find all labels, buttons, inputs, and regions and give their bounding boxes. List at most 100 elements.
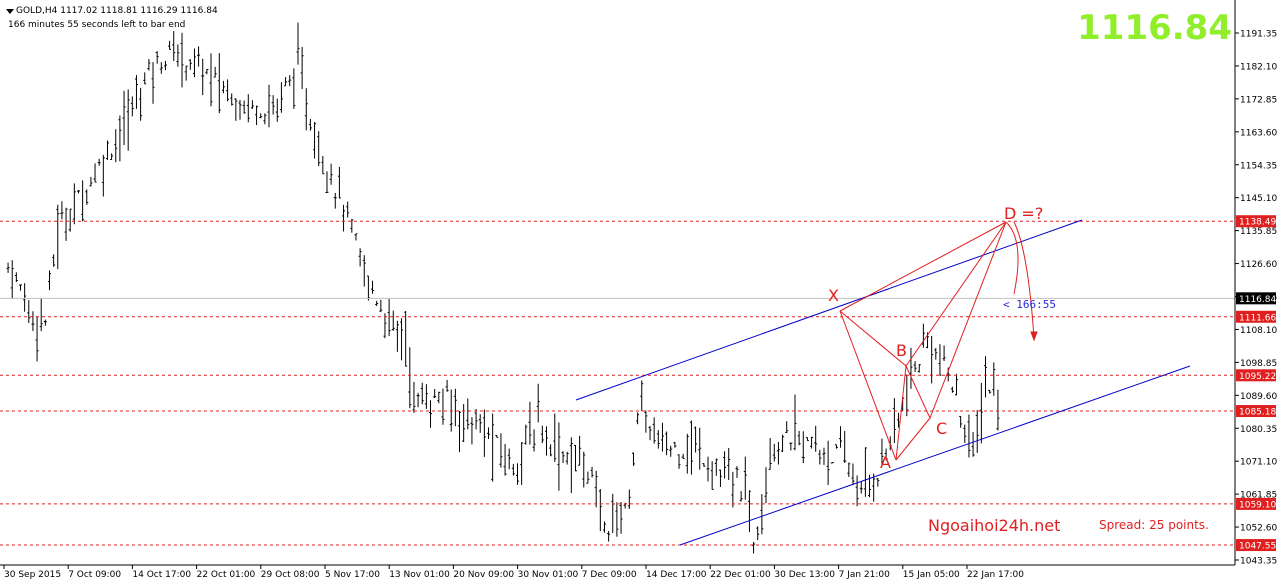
x-tick-label: 20 Nov 09:00 xyxy=(453,570,514,580)
bar-countdown: < 166:55 xyxy=(1003,298,1056,311)
level-tag-label: 1059.10 xyxy=(1239,500,1276,510)
ohlc-bar xyxy=(151,62,155,104)
ohlc-bar xyxy=(689,420,693,475)
ohlc-bar xyxy=(197,46,201,67)
ohlc-bar xyxy=(598,489,602,532)
ohlc-bar xyxy=(474,409,478,430)
ohlc-bar xyxy=(656,430,660,449)
ohlc-bar xyxy=(718,469,722,487)
level-tag xyxy=(1236,405,1276,418)
ohlc-bar xyxy=(155,51,159,64)
pattern-xd-line xyxy=(839,221,1007,312)
y-tick-label: 1052.60 xyxy=(1240,524,1277,534)
y-tick-label: 1154.35 xyxy=(1240,161,1277,171)
ohlc-bar xyxy=(209,53,213,107)
ohlc-bar xyxy=(114,129,118,163)
level-tag-label: 1047.55 xyxy=(1239,542,1276,552)
ohlc-bar xyxy=(830,462,834,464)
ohlc-bar xyxy=(872,473,876,502)
ohlc-bar xyxy=(139,87,143,121)
collapse-arrow-icon[interactable] xyxy=(6,9,14,14)
ohlc-bar xyxy=(586,471,590,484)
x-tick-label: 7 Jan 21:00 xyxy=(839,570,891,580)
ohlc-bar xyxy=(822,447,826,465)
ohlc-bar xyxy=(105,140,109,161)
ohlc-bar xyxy=(781,434,785,453)
ohlc-bar xyxy=(992,362,996,396)
level-tag-label: 1085.18 xyxy=(1239,408,1276,418)
ohlc-bar xyxy=(611,493,615,534)
ohlc-bar xyxy=(462,404,466,443)
y-tick-label: 1191.35 xyxy=(1240,30,1277,40)
ohlc-bar xyxy=(776,442,780,465)
ohlc-bar xyxy=(702,463,706,467)
level-tag xyxy=(1236,539,1276,552)
ohlc-bar xyxy=(694,426,698,453)
ohlc-bar xyxy=(984,356,988,398)
ohlc-bar xyxy=(97,158,101,166)
ohlc-bar xyxy=(250,100,254,109)
x-tick-label: 7 Dec 09:00 xyxy=(582,570,637,580)
ohlc-bar xyxy=(6,262,10,273)
projection-arrow-1 xyxy=(1005,221,1019,295)
ohlc-bar xyxy=(130,96,134,117)
ohlc-bar xyxy=(727,447,731,480)
y-tick-label: 1163.60 xyxy=(1240,128,1277,138)
ohlc-bar xyxy=(221,80,225,94)
ohlc-bar xyxy=(569,437,573,494)
ohlc-bar xyxy=(238,99,242,120)
ohlc-bar xyxy=(839,426,843,448)
ohlc-bars xyxy=(6,22,1000,554)
ohlc-bar xyxy=(917,364,921,373)
ohlc-bar xyxy=(60,201,64,220)
ohlc-bar xyxy=(528,401,532,445)
ohlc-bar xyxy=(979,382,983,444)
ohlc-bar xyxy=(710,461,714,490)
ohlc-bar xyxy=(68,208,72,232)
pattern-bd-line xyxy=(905,221,1007,367)
ohlc-bar xyxy=(118,115,122,162)
price-channel xyxy=(575,219,1191,546)
ohlc-bar xyxy=(909,347,913,389)
y-tick-label: 1126.60 xyxy=(1240,260,1277,270)
x-tick-label: 14 Oct 17:00 xyxy=(132,570,191,580)
ohlc-bar xyxy=(143,72,147,85)
ohlc-bar xyxy=(648,425,652,441)
ohlc-bar xyxy=(797,430,801,446)
ohlc-bar xyxy=(18,284,22,291)
ohlc-bar xyxy=(134,75,138,109)
ohlc-bar xyxy=(511,463,515,476)
ohlc-bar xyxy=(400,318,404,361)
ohlc-bar xyxy=(590,466,594,478)
ohlc-bar xyxy=(35,316,39,362)
ohlc-bar xyxy=(64,207,68,241)
ohlc-bar xyxy=(259,113,263,119)
y-tick-label: 1172.85 xyxy=(1240,95,1277,105)
ohlc-bar xyxy=(350,218,354,233)
ohlc-bar xyxy=(52,254,56,267)
ohlc-bar xyxy=(615,502,619,537)
y-tick-label: 1043.35 xyxy=(1240,557,1277,567)
ohlc-bar xyxy=(515,463,519,485)
x-tick-label: 5 Nov 17:00 xyxy=(325,570,380,580)
ohlc-bar xyxy=(756,526,760,541)
ohlc-bar xyxy=(967,414,971,458)
level-tag-label: 1111.66 xyxy=(1239,313,1276,323)
ohlc-bar xyxy=(159,62,163,74)
ohlc-bar xyxy=(731,471,735,508)
ohlc-bar xyxy=(975,410,979,453)
ohlc-bar xyxy=(453,388,457,427)
ohlc-bar xyxy=(93,163,97,183)
ohlc-bar xyxy=(938,344,942,376)
ohlc-bar xyxy=(859,481,863,494)
ohlc-bar xyxy=(843,430,847,463)
ohlc-bar xyxy=(180,32,184,88)
ohlc-bar xyxy=(557,422,561,491)
ohlc-bar xyxy=(847,462,851,477)
ohlc-bar xyxy=(201,58,205,96)
ohlc-bar xyxy=(317,131,321,166)
level-tag-label: 1138.49 xyxy=(1239,218,1276,228)
horizontal-levels xyxy=(0,220,1235,546)
ohlc-bar xyxy=(230,93,234,106)
ohlc-bar xyxy=(168,40,172,50)
